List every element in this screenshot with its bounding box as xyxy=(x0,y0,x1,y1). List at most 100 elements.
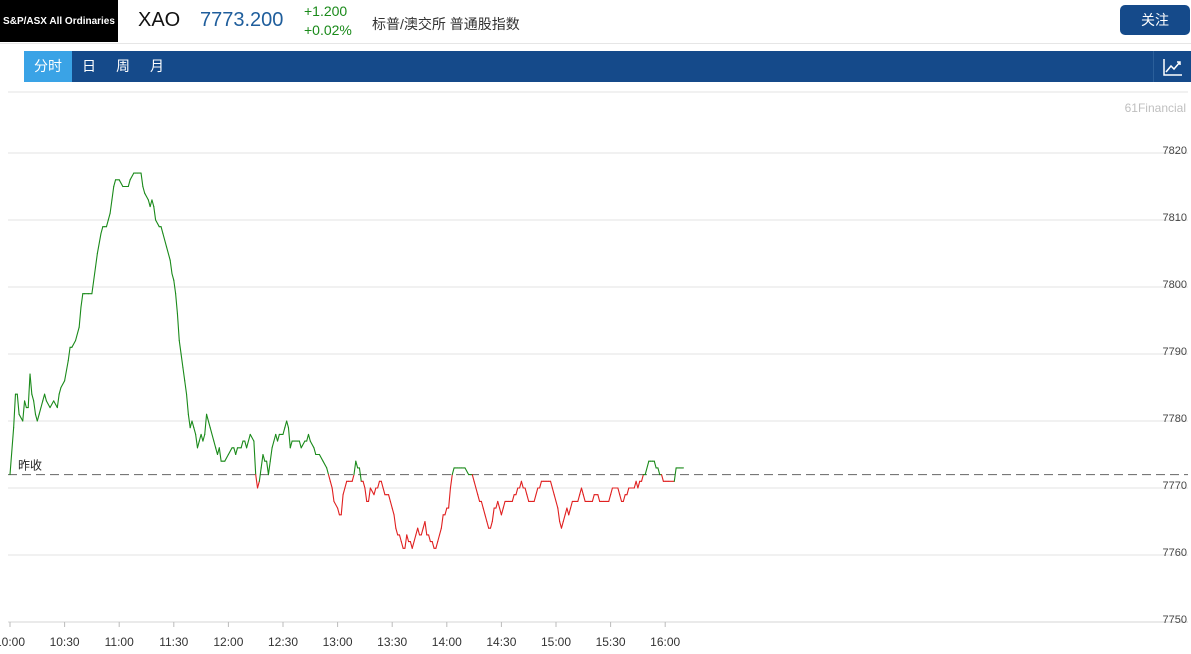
price-line-segment xyxy=(127,179,131,188)
price-line-segment xyxy=(646,460,650,469)
price-line-segment xyxy=(165,246,171,261)
x-tick-label: 14:00 xyxy=(432,635,462,649)
symbol-code: XAO xyxy=(138,9,181,31)
price-line-segment xyxy=(355,460,359,469)
price-line-segment xyxy=(342,487,346,496)
tab-intraday[interactable]: 分时 xyxy=(24,51,72,82)
price-line-segment xyxy=(358,467,362,482)
price-line-segment xyxy=(140,172,144,188)
price-line-segment xyxy=(377,480,381,489)
price-line-segment xyxy=(209,427,215,442)
price-line-segment xyxy=(176,313,180,342)
price-line-segment xyxy=(337,507,340,516)
price-line-segment xyxy=(344,480,348,489)
last-price: 7773.200 xyxy=(200,9,284,31)
price-line-segment xyxy=(502,500,506,509)
price-line-segment xyxy=(94,252,98,268)
price-line-segment xyxy=(307,433,311,442)
price-line-segment xyxy=(202,433,206,442)
price-line-segment xyxy=(213,440,217,449)
price-line-segment xyxy=(413,534,417,543)
price-line-segment xyxy=(80,293,84,308)
price-change-percent: +0.02% xyxy=(304,22,352,38)
price-line-segment xyxy=(233,447,237,456)
price-line-segment xyxy=(653,460,657,469)
price-line-segment xyxy=(333,500,339,509)
price-line-segment xyxy=(482,507,486,516)
price-line-segment xyxy=(351,474,355,482)
x-tick-label: 14:30 xyxy=(486,635,516,649)
price-line-segment xyxy=(258,467,262,482)
price-line-segment xyxy=(306,433,310,442)
price-line-segment xyxy=(640,474,644,482)
price-line-segment xyxy=(215,447,219,456)
chart-type-button[interactable] xyxy=(1153,51,1191,82)
quote-header: S&P/ASX All Ordinaries XAO 7773.200 +1.2… xyxy=(0,0,1191,44)
price-line-segment xyxy=(657,467,661,476)
price-line-segment xyxy=(266,460,269,476)
price-line-segment xyxy=(411,541,415,549)
price-line-segment xyxy=(610,487,613,496)
price-line-segment xyxy=(471,474,475,482)
tab-monthly[interactable]: 月 xyxy=(150,58,164,74)
price-line-segment xyxy=(566,507,570,516)
price-line-segment xyxy=(318,453,324,462)
price-line-segment xyxy=(500,507,504,516)
price-line-segment xyxy=(64,360,69,382)
price-line-segment xyxy=(187,413,191,429)
x-tick-label: 11:30 xyxy=(159,635,188,649)
price-line-segment xyxy=(519,480,522,489)
price-line-segment xyxy=(420,527,424,536)
price-line-segment xyxy=(200,433,204,442)
tab-weekly[interactable]: 周 xyxy=(116,58,130,74)
price-line-segment xyxy=(400,541,404,549)
price-line-segment xyxy=(118,179,124,188)
price-line-segment xyxy=(18,413,24,422)
price-line-segment xyxy=(175,293,178,315)
price-line-segment xyxy=(144,192,149,201)
x-tick-label: 12:00 xyxy=(213,635,243,649)
price-line-segment xyxy=(515,487,519,496)
x-tick-label: 12:30 xyxy=(268,635,298,649)
price-line-segment xyxy=(45,400,51,409)
price-line-segment xyxy=(533,494,537,502)
price-line-segment xyxy=(113,179,117,188)
price-line-segment xyxy=(395,527,399,536)
chart-canvas: 61Financial 7750 7760 7770 7780 7790 7800 7810… xyxy=(0,91,1188,649)
price-line-segment xyxy=(218,447,222,462)
price-line-segment xyxy=(206,413,211,429)
price-line-segment xyxy=(577,494,581,502)
price-line-segment xyxy=(256,480,260,489)
y-tick-label: 7780 xyxy=(1163,413,1187,425)
price-line-segment xyxy=(373,487,377,496)
price-line-segment xyxy=(107,212,111,221)
price-line-segment xyxy=(380,480,384,489)
price-line-segment xyxy=(635,480,639,489)
price-line-segment xyxy=(617,487,621,496)
price-line-segment xyxy=(282,427,286,435)
follow-button[interactable]: 关注 xyxy=(1120,5,1190,35)
price-line-segment xyxy=(367,487,371,502)
price-line-segment xyxy=(111,185,115,201)
price-line-segment xyxy=(67,346,71,362)
price-line-segment xyxy=(560,520,564,529)
price-line-segment xyxy=(473,480,477,489)
tab-daily[interactable]: 日 xyxy=(82,58,96,74)
period-tab-bar: 分时 日 周 月 xyxy=(24,51,1191,82)
price-line-segment xyxy=(409,541,413,549)
price-line-segment xyxy=(580,487,584,496)
price-line-segment xyxy=(591,494,595,502)
price-line-segment xyxy=(195,433,199,449)
price-line-segment xyxy=(491,507,495,523)
prev-close-label: 昨收 xyxy=(18,459,42,473)
price-line-segment xyxy=(382,487,386,496)
price-line-segment xyxy=(260,453,264,469)
price-line-segment xyxy=(60,380,66,389)
price-line-segment xyxy=(495,500,499,509)
price-line-segment xyxy=(71,340,77,348)
price-line-segment xyxy=(224,453,229,462)
y-tick-label: 7800 xyxy=(1163,279,1187,291)
price-line-segment xyxy=(253,440,257,476)
price-line-segment xyxy=(524,487,528,496)
price-line-segment xyxy=(559,520,563,529)
